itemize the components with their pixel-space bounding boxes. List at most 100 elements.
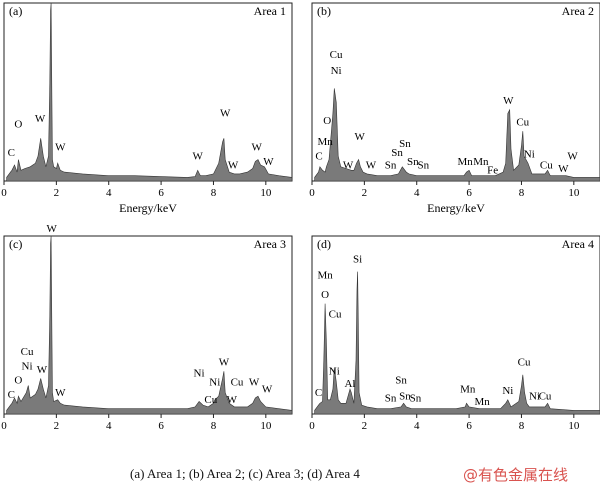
figure-caption: (a) Area 1; (b) Area 2; (c) Area 3; (d) … [130,466,360,481]
x-tick-label: 6 [466,420,472,432]
peak-label-sn: Sn [385,392,397,404]
panel-title: Area 2 [562,4,594,18]
spectrum-marks: 0246810COWWWWWWWW [1,0,293,199]
peak-label-w: W [46,223,57,235]
x-tick-label: 2 [54,187,60,199]
x-tick-label: 4 [414,420,420,432]
x-axis-label: Energy/keV [427,201,485,215]
peak-label-sn: Sn [391,147,403,159]
peak-label-sn: Sn [410,392,422,404]
x-tick-label: 8 [519,187,525,199]
peak-label-w: W [343,159,354,171]
peak-label-si: Si [353,253,362,265]
peak-label-c: C [8,147,15,159]
x-tick-label: 0 [1,420,7,432]
panel-a: 0246810COWWWWWWWW (a) Area 1 Energy/keV [1,0,293,215]
peak-label-w: W [366,159,377,171]
x-tick-label: 0 [1,187,7,199]
peak-label-w: W [220,108,231,120]
peak-label-sn: Sn [407,156,419,168]
peak-label-mn: Mn [458,156,474,168]
x-tick-label: 0 [309,187,315,199]
x-tick-label: 2 [54,420,60,432]
plot-frame [311,2,600,182]
peak-label-w: W [37,364,48,376]
x-tick-label: 8 [519,420,525,432]
peak-label-w: W [262,383,273,395]
peak-label-o: O [323,115,331,127]
x-tick-label: 10 [260,187,272,199]
peak-label-c: C [315,150,322,162]
x-tick-label: 6 [466,187,472,199]
peak-label-cu: Cu [540,159,553,171]
peak-label-cu: Cu [516,117,529,129]
peak-label-w: W [251,142,262,154]
peak-label-cu: Cu [21,346,34,358]
spectrum-series [314,88,600,182]
peak-label-ni: Ni [331,65,342,77]
panel-title: Area 1 [254,4,286,18]
peak-label-sn: Sn [385,159,397,171]
x-tick-label: 4 [414,187,420,199]
panel-label: (c) [9,237,22,251]
peak-label-w: W [219,357,230,369]
peak-label-ni: Ni [329,366,340,378]
panel-d: 0 2 4 6 8 10COMnCuNiAlSiSnSnSnSnMnMnNiCuNiCu … [309,235,600,432]
peak-label-ni: Ni [194,367,205,379]
peak-label-al: Al [344,378,355,390]
x-tick-label: 4 [106,420,112,432]
peak-label-mn: Mn [317,136,333,148]
peak-label-o: O [321,289,329,301]
peak-label-sn: Sn [395,375,407,387]
plot-frame [3,2,293,182]
peak-label-c: C [8,389,15,401]
peak-label-w: W [354,131,365,143]
spectrum-series [6,2,293,182]
peak-label-cu: Cu [329,309,342,321]
peak-label-w: W [227,394,238,406]
peak-label-w: W [558,163,569,175]
peak-label-o: O [14,118,22,130]
panel-title: Area 4 [562,237,594,251]
x-tick-label: 10 [568,420,580,432]
peak-label-cu: Cu [231,376,244,388]
peak-label-fe: Fe [487,165,498,177]
peak-label-ni: Ni [209,376,220,388]
x-tick-label: 4 [106,187,112,199]
peak-label-o: O [14,375,22,387]
peak-label-w: W [503,95,514,107]
peak-label-c: C [315,387,322,399]
x-tick-label: 10 [568,187,580,199]
peak-label-w: W [263,156,274,168]
x-tick-label: 2 [362,187,368,199]
panel-label: (b) [317,4,331,18]
peak-label-ni: Ni [524,149,535,161]
panel-label: (d) [317,237,331,251]
x-axis-label: Energy/keV [119,201,177,215]
spectrum-series [6,235,293,415]
peak-label-w: W [55,142,66,154]
peak-label-sn: Sn [399,138,411,150]
peak-label-cu: Cu [330,49,343,61]
peak-label-mn: Mn [317,270,333,282]
spectrum-series [314,271,600,415]
peak-label-mn: Mn [473,156,489,168]
peak-label-w: W [55,387,66,399]
peak-label-ni: Ni [529,391,540,403]
peak-label-w: W [35,113,46,125]
x-tick-label: 10 [260,420,272,432]
x-tick-label: 6 [158,187,164,199]
peak-label-cu: Cu [539,391,552,403]
peak-label-ni: Ni [22,360,33,372]
peak-label-w: W [46,0,57,2]
peak-label-mn: Mn [460,383,476,395]
x-tick-label: 2 [362,420,368,432]
peak-label-w: W [228,159,239,171]
peak-label-w: W [193,150,204,162]
